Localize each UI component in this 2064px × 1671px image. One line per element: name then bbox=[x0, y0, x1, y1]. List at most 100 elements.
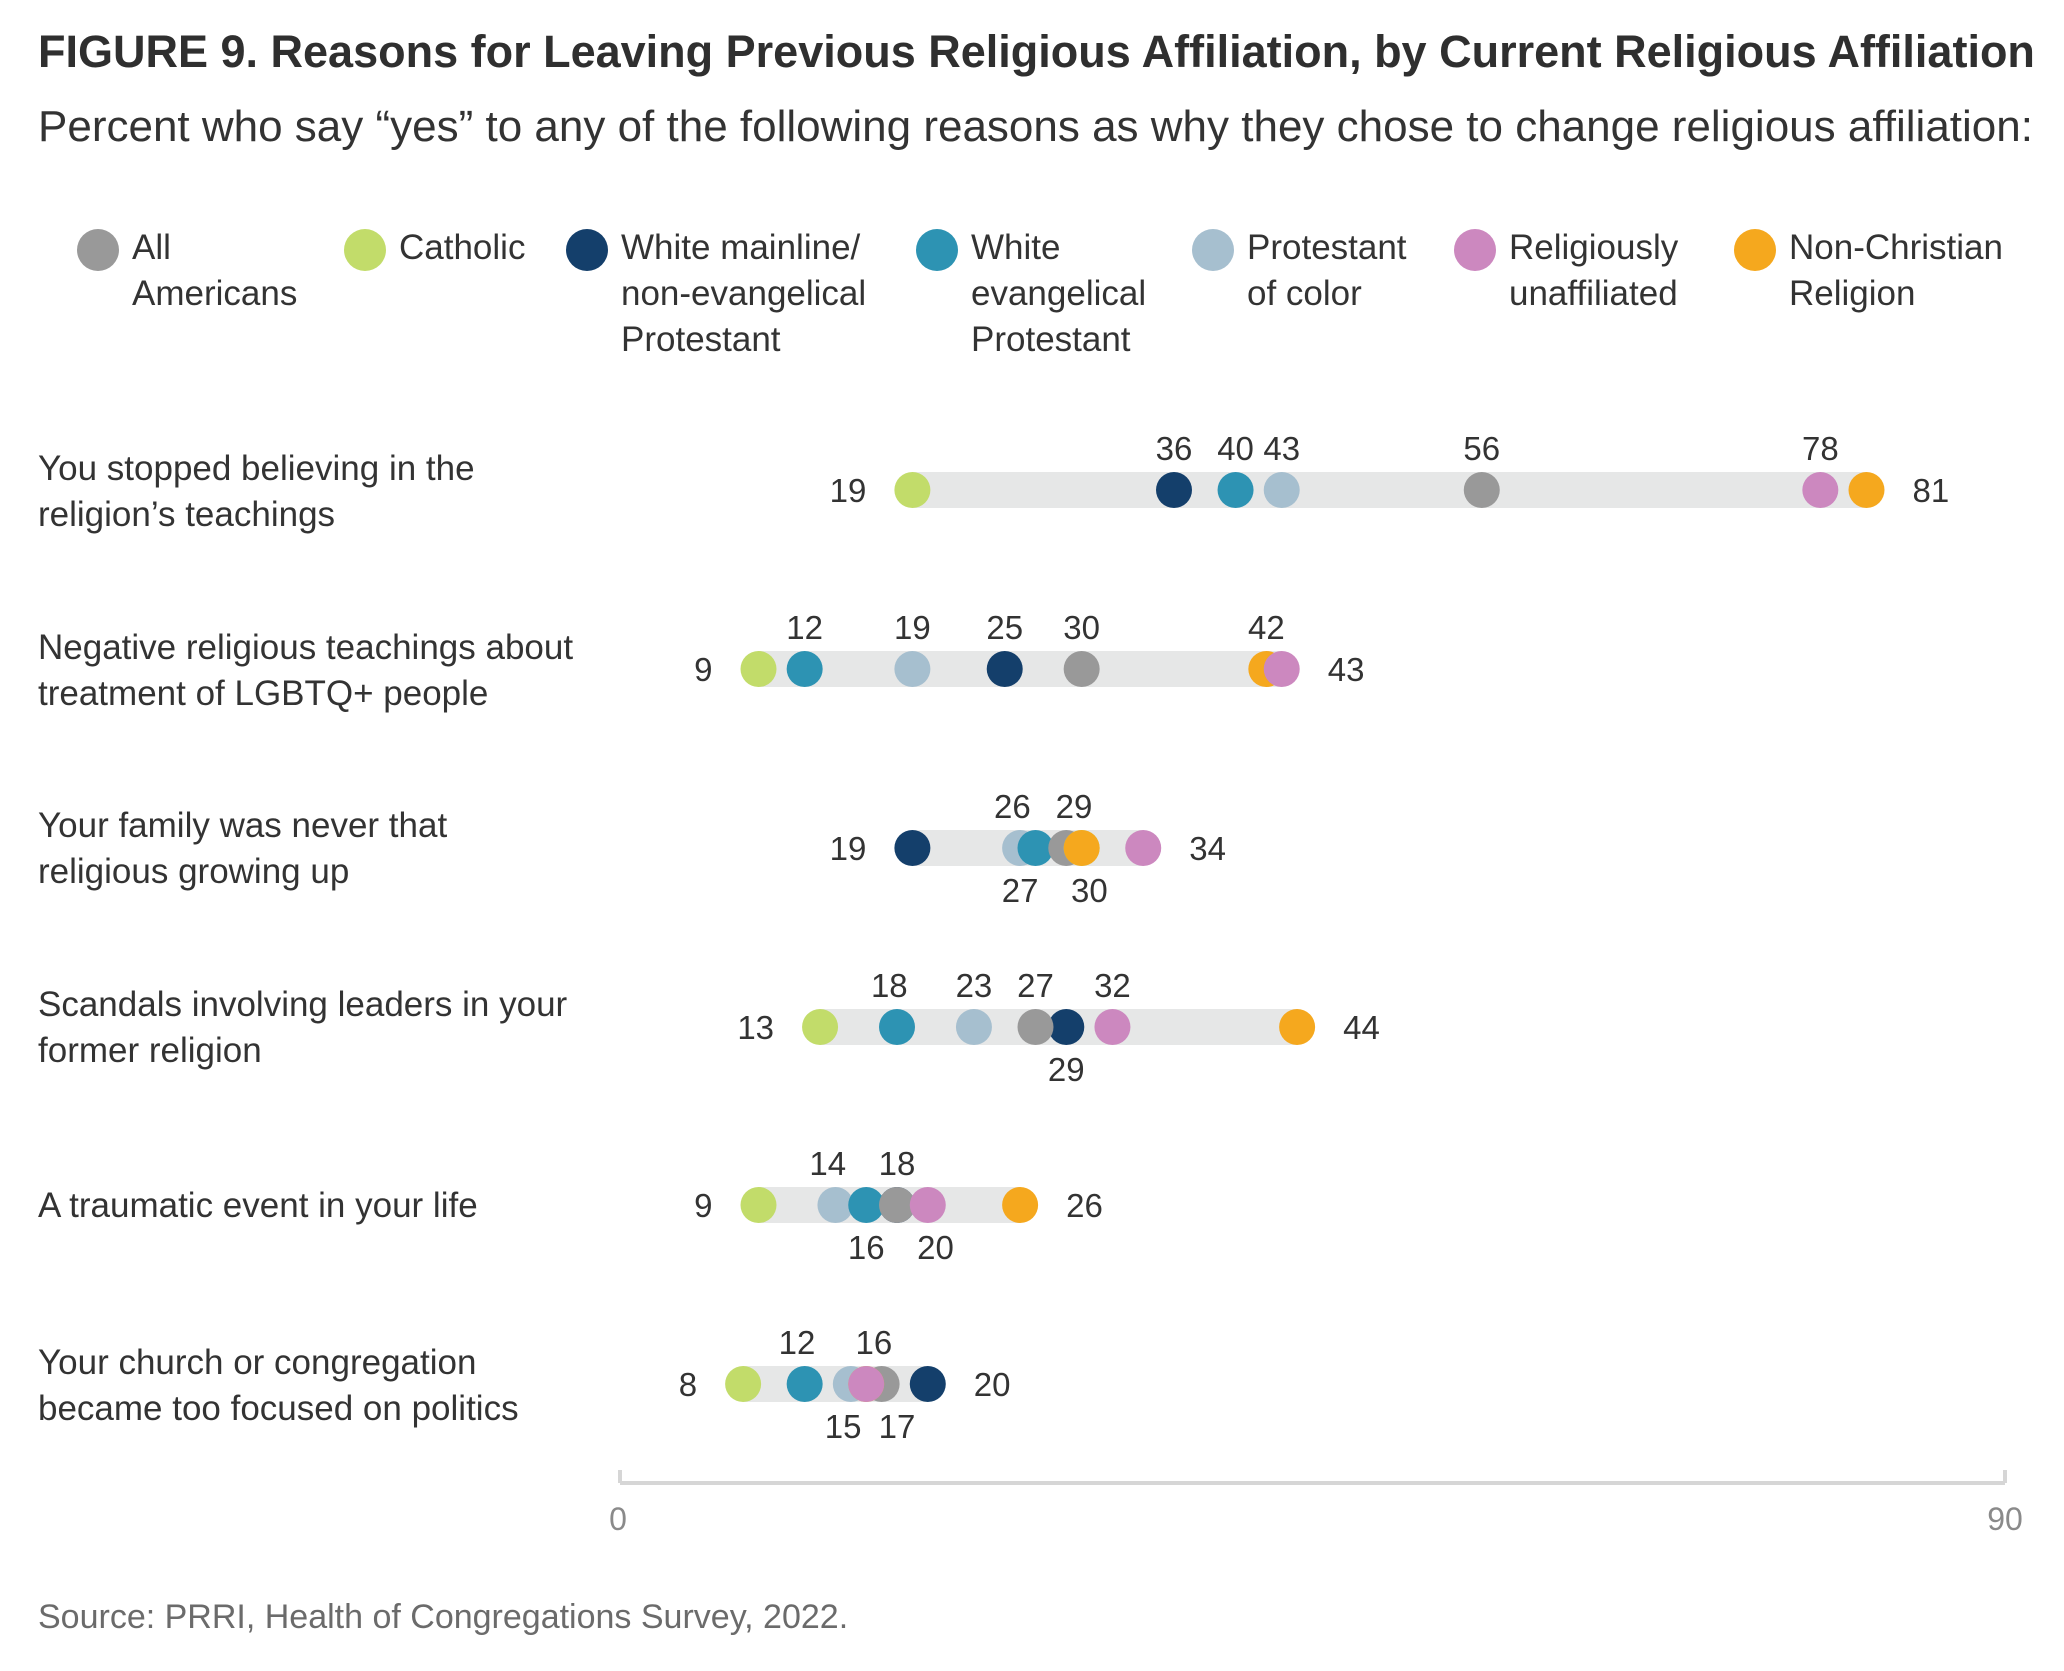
category-label-politics: Your church or congregation became too f… bbox=[38, 1343, 519, 1428]
x-tick-label-0: 0 bbox=[609, 1501, 627, 1537]
data-label: 44 bbox=[1343, 1009, 1380, 1046]
category-label-traumatic-event: A traumatic event in your life bbox=[38, 1186, 478, 1225]
legend-swatch bbox=[566, 229, 608, 271]
data-label: 9 bbox=[694, 651, 712, 688]
data-point bbox=[1463, 472, 1500, 508]
legend-label: Religiously unaffiliated bbox=[1509, 228, 1679, 313]
data-label: 81 bbox=[1913, 472, 1950, 509]
data-label: 27 bbox=[1017, 967, 1054, 1004]
data-label: 25 bbox=[986, 609, 1023, 646]
data-point bbox=[1048, 1009, 1085, 1045]
data-label: 13 bbox=[737, 1009, 774, 1046]
category-label-scandals: Scandals involving leaders in your forme… bbox=[38, 985, 568, 1070]
data-point bbox=[1263, 651, 1300, 687]
data-point bbox=[1156, 472, 1192, 508]
data-point bbox=[1802, 472, 1839, 508]
data-label: 40 bbox=[1217, 430, 1254, 467]
data-label: 19 bbox=[830, 830, 867, 867]
chart-title: FIGURE 9. Reasons for Leaving Previous R… bbox=[38, 26, 2035, 77]
data-point bbox=[740, 1187, 777, 1223]
data-point bbox=[740, 651, 777, 687]
data-label: 30 bbox=[1063, 609, 1100, 646]
data-label: 17 bbox=[879, 1408, 916, 1445]
data-label: 30 bbox=[1071, 872, 1108, 909]
legend-swatch bbox=[1454, 229, 1496, 271]
data-label: 9 bbox=[694, 1187, 712, 1224]
legend-swatch bbox=[1192, 229, 1234, 271]
data-label: 43 bbox=[1263, 430, 1300, 467]
chart-subtitle: Percent who say “yes” to any of the foll… bbox=[38, 102, 2033, 151]
data-label: 16 bbox=[848, 1229, 885, 1266]
data-point bbox=[786, 651, 823, 687]
data-label: 26 bbox=[994, 788, 1031, 825]
data-point bbox=[894, 472, 931, 508]
data-label: 19 bbox=[894, 609, 931, 646]
data-point bbox=[894, 651, 931, 687]
data-point bbox=[1848, 472, 1885, 508]
source-note: Source: PRRI, Health of Congregations Su… bbox=[38, 1598, 849, 1636]
data-label: 20 bbox=[974, 1366, 1011, 1403]
data-label: 78 bbox=[1802, 430, 1839, 467]
legend-label: All Americans bbox=[132, 228, 298, 313]
data-point bbox=[1125, 830, 1162, 866]
data-point bbox=[879, 1187, 915, 1223]
data-label: 29 bbox=[1048, 1051, 1085, 1088]
data-label: 42 bbox=[1248, 609, 1285, 646]
data-point bbox=[848, 1366, 885, 1402]
category-label-lgbtq-teachings: Negative religious teachings about treat… bbox=[38, 628, 574, 713]
data-label: 32 bbox=[1094, 967, 1131, 1004]
data-label: 16 bbox=[856, 1324, 893, 1361]
data-point bbox=[955, 1009, 992, 1045]
data-point bbox=[1017, 1009, 1054, 1045]
data-label: 29 bbox=[1056, 788, 1093, 825]
data-label: 34 bbox=[1189, 830, 1226, 867]
data-point bbox=[1017, 830, 1054, 866]
category-label-family-not-religious: Your family was never that religious gro… bbox=[38, 806, 448, 891]
data-label: 19 bbox=[830, 472, 867, 509]
data-point bbox=[1279, 1009, 1316, 1045]
legend-label: Non-Christian Religion bbox=[1789, 228, 2003, 313]
legend-label: Catholic bbox=[399, 228, 526, 267]
data-point bbox=[894, 830, 931, 866]
data-point bbox=[1063, 651, 1100, 687]
legend-label: White evangelical Protestant bbox=[971, 228, 1147, 359]
data-label: 43 bbox=[1328, 651, 1365, 688]
x-tick-label-90: 90 bbox=[1987, 1501, 2023, 1537]
data-label: 18 bbox=[879, 1145, 916, 1182]
category-label-stopped-believing: You stopped believing in the religion’s … bbox=[38, 449, 475, 534]
data-point bbox=[786, 1366, 823, 1402]
data-label: 23 bbox=[956, 967, 993, 1004]
data-point bbox=[848, 1187, 885, 1223]
data-point bbox=[802, 1009, 839, 1045]
data-point bbox=[909, 1187, 946, 1223]
data-label: 8 bbox=[679, 1366, 697, 1403]
data-label: 56 bbox=[1463, 430, 1500, 467]
data-label: 14 bbox=[809, 1145, 846, 1182]
legend-label: Protestant of color bbox=[1247, 228, 1407, 313]
data-point bbox=[1217, 472, 1254, 508]
data-point bbox=[725, 1366, 762, 1402]
legend-swatch bbox=[916, 229, 958, 271]
data-point bbox=[1094, 1009, 1131, 1045]
data-point bbox=[1263, 472, 1300, 508]
data-point bbox=[817, 1187, 854, 1223]
data-label: 36 bbox=[1156, 430, 1193, 467]
data-label: 20 bbox=[917, 1229, 954, 1266]
data-label: 18 bbox=[871, 967, 908, 1004]
legend-swatch bbox=[77, 229, 119, 271]
data-point bbox=[1002, 1187, 1039, 1223]
data-point bbox=[909, 1366, 946, 1402]
data-point bbox=[986, 651, 1023, 687]
data-label: 26 bbox=[1066, 1187, 1103, 1224]
legend-swatch bbox=[344, 229, 386, 271]
data-label: 15 bbox=[825, 1408, 862, 1445]
data-point bbox=[1063, 830, 1100, 866]
legend-label: White mainline/ non-evangelical Protesta… bbox=[621, 228, 867, 359]
data-point bbox=[879, 1009, 915, 1045]
data-label: 12 bbox=[786, 609, 823, 646]
data-label: 27 bbox=[1002, 872, 1039, 909]
data-label: 12 bbox=[779, 1324, 816, 1361]
legend-swatch bbox=[1734, 229, 1776, 271]
